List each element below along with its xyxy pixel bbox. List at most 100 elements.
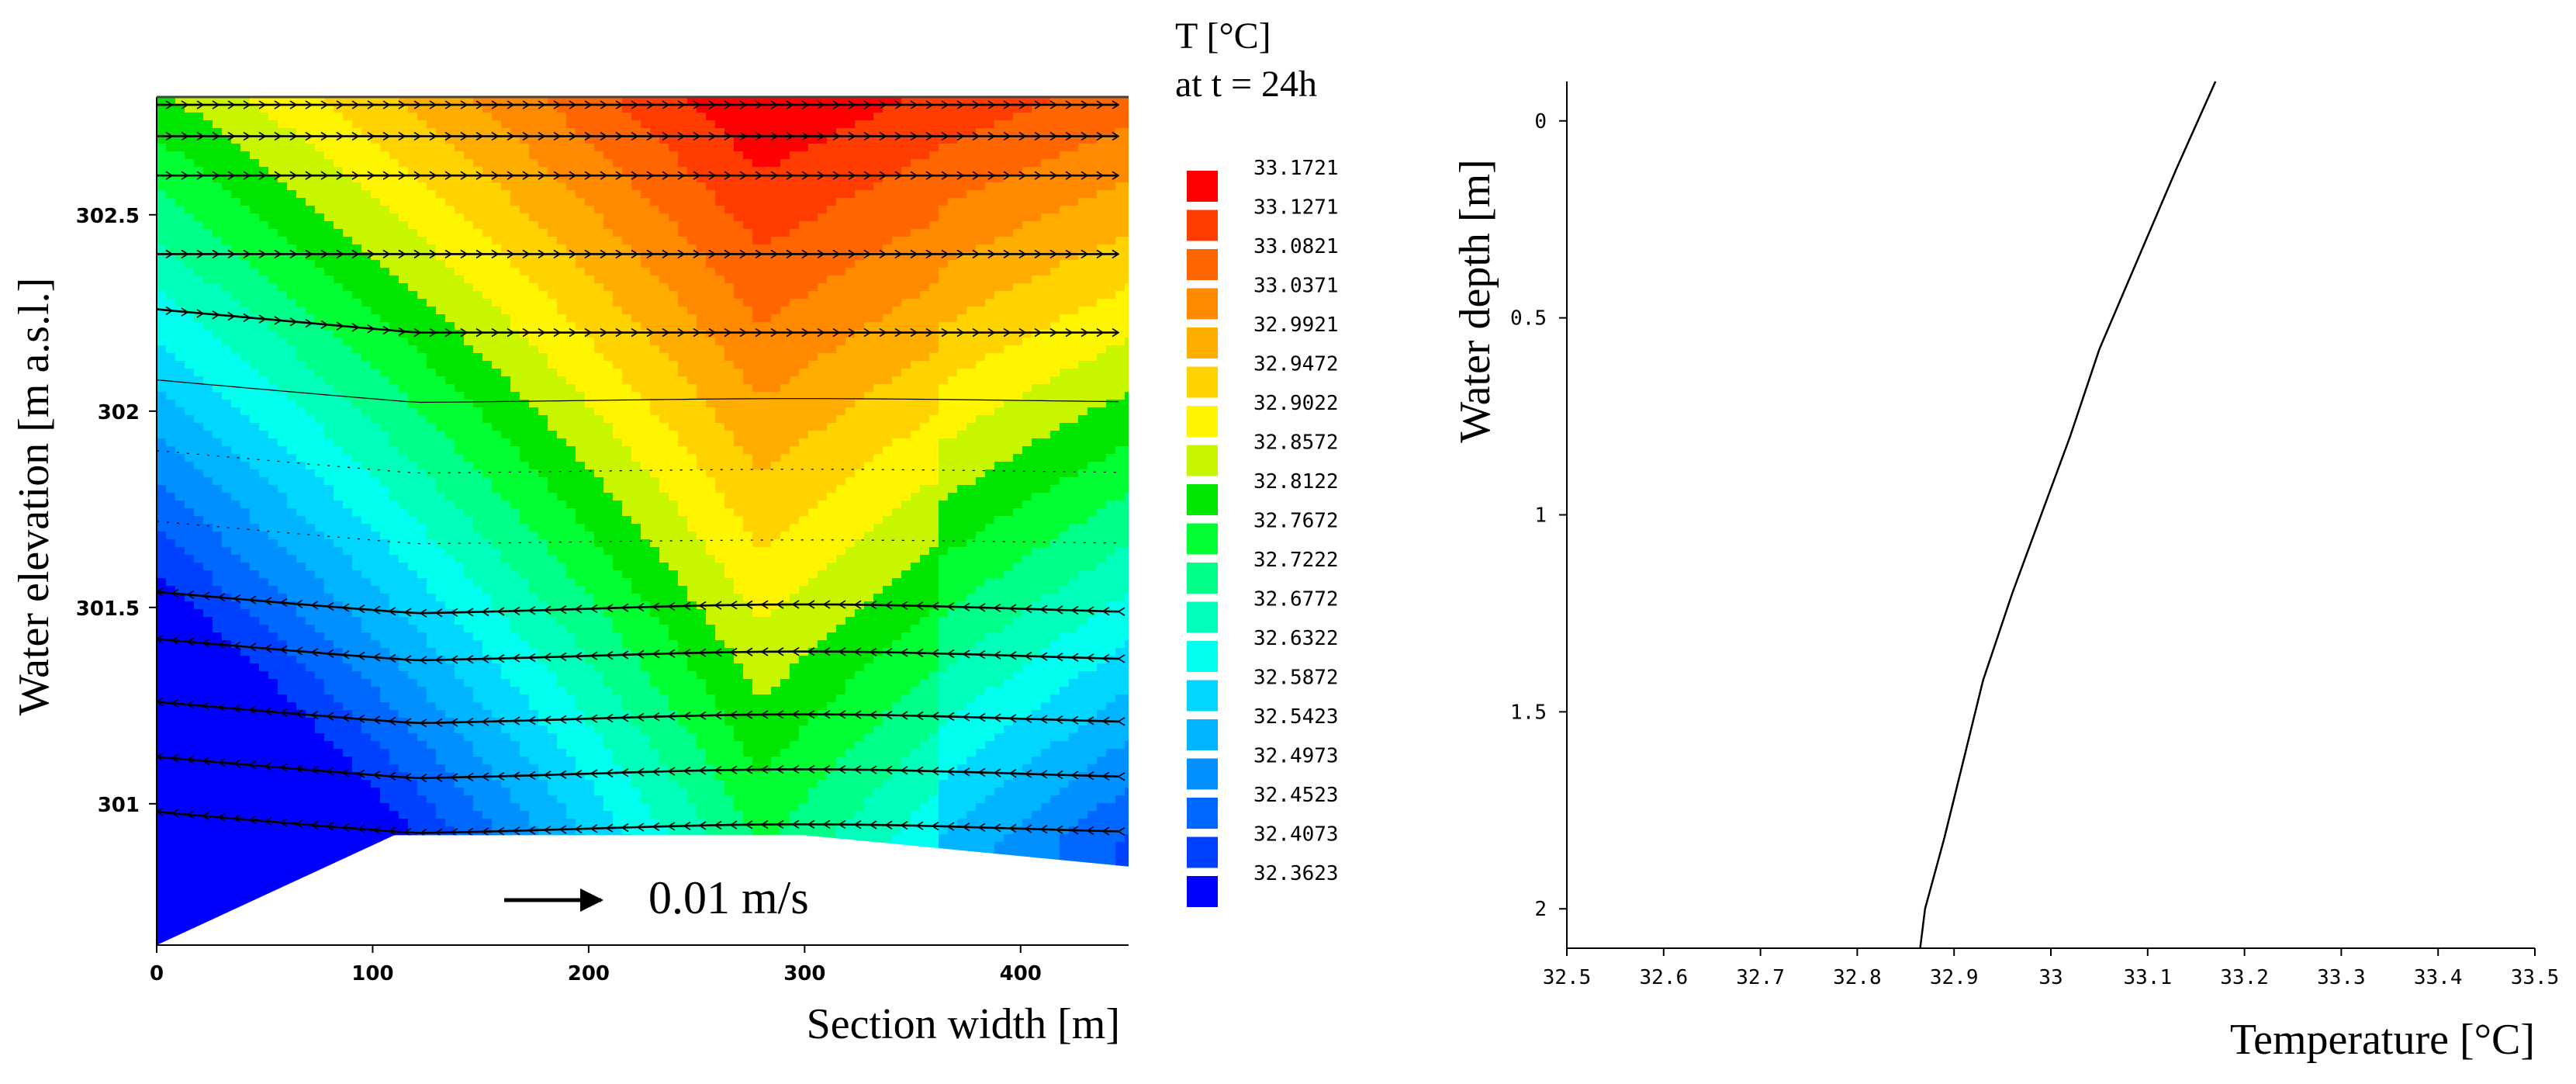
field-cell — [296, 322, 306, 331]
field-cell — [566, 392, 576, 400]
field-cell — [389, 113, 399, 121]
field-cell — [678, 229, 688, 237]
field-cell — [520, 353, 530, 362]
field-cell — [324, 237, 334, 245]
field-cell — [445, 345, 455, 354]
field-cell — [1106, 322, 1116, 331]
field-cell — [520, 268, 530, 276]
field-cell — [790, 291, 800, 300]
field-cell — [594, 392, 604, 400]
field-cell — [669, 353, 679, 362]
field-cell — [222, 322, 232, 331]
field-cell — [808, 454, 818, 462]
field-cell — [427, 120, 437, 129]
field-cell — [641, 128, 651, 137]
field-cell — [985, 446, 995, 455]
field-cell — [1087, 159, 1098, 168]
field-cell — [622, 151, 632, 160]
field-cell — [482, 260, 493, 268]
field-cell — [1115, 322, 1125, 331]
field-cell — [250, 97, 260, 106]
field-cell — [650, 159, 660, 168]
field-cell — [697, 229, 707, 237]
field-cell — [715, 190, 725, 199]
field-cell — [855, 438, 865, 447]
field-cell — [361, 392, 372, 400]
field-cell — [1069, 244, 1079, 253]
field-cell — [715, 369, 725, 377]
field-cell — [334, 213, 344, 222]
field-cell — [473, 400, 483, 408]
field-cell — [827, 283, 837, 292]
field-cell — [1069, 159, 1079, 168]
field-cell — [268, 275, 278, 284]
field-cell — [268, 407, 278, 416]
field-cell — [427, 136, 437, 144]
field-cell — [194, 190, 204, 199]
field-cell — [715, 167, 725, 175]
field-cell — [845, 144, 856, 152]
field-cell — [1125, 159, 1129, 168]
field-cell — [734, 392, 744, 400]
field-cell — [939, 198, 949, 206]
field-cell — [361, 221, 372, 230]
field-cell — [911, 415, 921, 424]
field-cell — [166, 229, 176, 237]
field-cell — [380, 299, 390, 307]
field-cell — [1013, 322, 1023, 331]
field-cell — [529, 167, 539, 175]
field-cell — [240, 423, 251, 431]
field-cell — [343, 454, 353, 462]
field-cell — [1125, 431, 1129, 439]
field-cell — [194, 431, 204, 439]
field-cell — [939, 105, 949, 113]
field-cell — [808, 113, 818, 121]
field-cell — [1013, 159, 1023, 168]
field-cell — [427, 415, 437, 424]
field-cell — [557, 392, 567, 400]
field-cell — [157, 167, 167, 175]
field-cell — [818, 322, 828, 331]
field-cell — [585, 446, 595, 455]
field-cell — [203, 175, 213, 183]
field-cell — [455, 213, 465, 222]
field-cell — [213, 144, 223, 152]
field-cell — [780, 431, 790, 439]
field-cell — [157, 345, 167, 354]
field-cell — [659, 291, 669, 300]
field-cell — [259, 182, 269, 191]
field-cell — [278, 268, 288, 276]
field-cell — [1106, 105, 1116, 113]
field-cell — [445, 237, 455, 245]
field-cell — [473, 213, 483, 222]
field-cell — [855, 151, 865, 160]
field-cell — [780, 182, 790, 191]
field-cell — [771, 291, 781, 300]
field-cell — [631, 275, 641, 284]
field-cell — [529, 244, 539, 253]
field-cell — [538, 144, 548, 152]
field-cell — [920, 384, 930, 393]
field-cell — [1069, 167, 1079, 175]
field-cell — [538, 105, 548, 113]
field-cell — [1087, 144, 1098, 152]
field-cell — [334, 407, 344, 416]
field-cell — [706, 431, 716, 439]
field-cell — [175, 213, 185, 222]
field-cell — [706, 306, 716, 315]
field-cell — [1097, 314, 1107, 323]
field-cell — [361, 384, 372, 393]
field-cell — [510, 144, 520, 152]
field-cell — [631, 338, 641, 346]
field-cell — [845, 136, 856, 144]
field-cell — [873, 268, 883, 276]
field-cell — [818, 384, 828, 393]
field-cell — [976, 361, 986, 369]
field-cell — [706, 462, 716, 470]
field-cell — [510, 384, 520, 393]
field-cell — [734, 330, 744, 338]
field-cell — [901, 198, 911, 206]
field-cell — [492, 105, 502, 113]
field-cell — [185, 159, 195, 168]
field-cell — [687, 128, 697, 137]
